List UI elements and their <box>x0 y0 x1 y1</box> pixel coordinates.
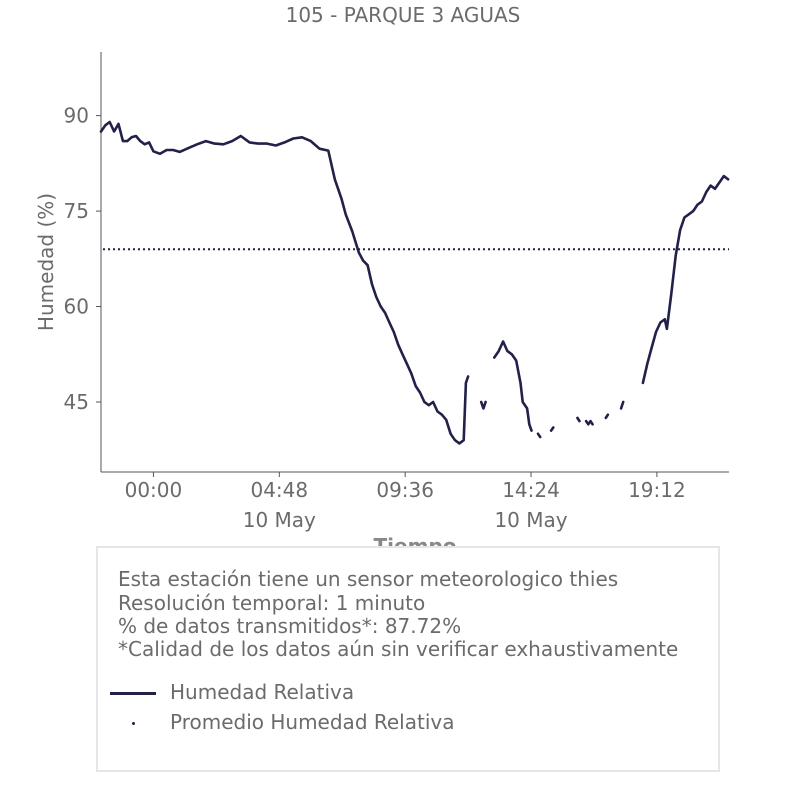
y-tick-label: 90 <box>64 104 89 128</box>
y-tick-label: 75 <box>64 199 89 223</box>
humidity-series-line <box>549 426 555 432</box>
x-tick-sublabel: 10 May <box>494 508 567 532</box>
humidity-series-line <box>584 419 594 426</box>
chart-title: 105 - PARQUE 3 AGUAS <box>285 3 521 27</box>
legend-line-swatch <box>110 692 156 695</box>
legend-label-average: Promedio Humedad Relativa <box>170 710 455 734</box>
info-line-quality-note: *Calidad de los datos aún sin verificar … <box>118 637 679 661</box>
x-tick-label: 14:24 <box>502 478 560 502</box>
humidity-series-line <box>99 120 470 445</box>
y-tick-label: 45 <box>64 390 89 414</box>
legend-label-humidity: Humedad Relativa <box>170 680 355 704</box>
info-line-resolution: Resolución temporal: 1 minuto <box>118 591 426 615</box>
x-tick-label: 04:48 <box>250 478 308 502</box>
x-tick-label: 00:00 <box>125 478 183 502</box>
info-line-data-percent: % de datos transmitidos*: 87.72% <box>118 614 462 638</box>
info-line-sensor: Esta estación tiene un sensor meteorolog… <box>118 567 619 591</box>
humidity-series-line <box>493 340 533 432</box>
x-tick-label: 19:12 <box>628 478 686 502</box>
y-axis-label: Humedad (%) <box>34 193 58 331</box>
legend-dot-swatch <box>132 722 135 725</box>
humidity-series-line <box>619 400 625 410</box>
humidity-chart: 45 60 75 90 00:00 04:48 10 May 09:36 14:24 10 May… <box>34 52 730 558</box>
x-tick-label: 09:36 <box>376 478 434 502</box>
humidity-series-line <box>479 400 487 410</box>
y-tick-label: 60 <box>64 295 89 319</box>
humidity-series-line <box>576 416 581 423</box>
legend-info-box: Esta estación tiene un sensor meteorolog… <box>96 546 720 772</box>
humidity-series-line <box>536 432 542 439</box>
humidity-series-line <box>604 413 610 420</box>
x-tick-sublabel: 10 May <box>243 508 316 532</box>
humidity-series-line <box>641 174 730 385</box>
